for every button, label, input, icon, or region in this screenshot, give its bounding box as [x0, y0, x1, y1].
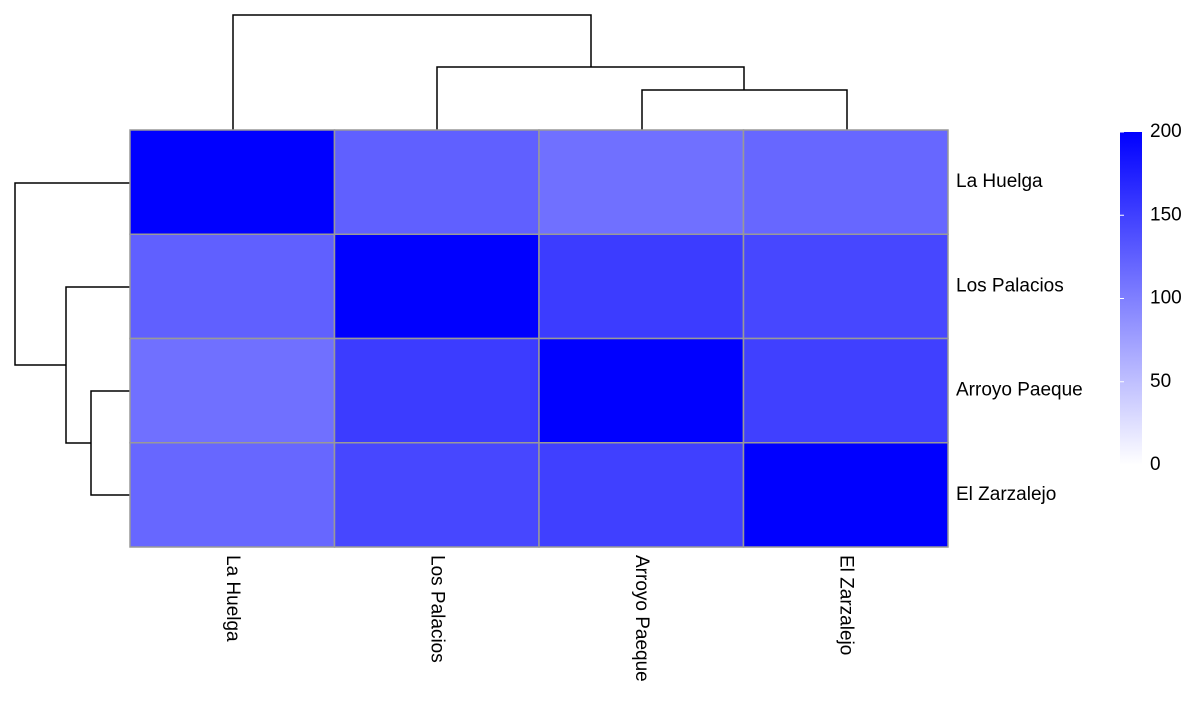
- row-label: La Huelga: [956, 171, 1043, 192]
- heatmap-cell: [129, 233, 336, 340]
- heatmap-cell: [538, 129, 745, 235]
- colorbar-tick-label: 150: [1150, 204, 1182, 225]
- column-label: Arroyo Paeque: [631, 555, 652, 682]
- heatmap-cell: [129, 442, 336, 548]
- row-label: Arroyo Paeque: [956, 380, 1083, 401]
- heatmap-cell: [742, 442, 949, 548]
- column-label: El Zarzalejo: [836, 555, 857, 655]
- colorbar: [1120, 132, 1142, 465]
- colorbar-tick-label: 100: [1150, 288, 1182, 309]
- heatmap-cell: [333, 129, 540, 235]
- heatmap-cell: [333, 337, 540, 444]
- column-label: La Huelga: [222, 555, 243, 642]
- row-label: El Zarzalejo: [956, 484, 1056, 505]
- colorbar-tick-label: 200: [1150, 121, 1182, 142]
- row-label: Los Palacios: [956, 275, 1064, 296]
- heatmap-cell: [538, 233, 745, 340]
- colorbar-tick-label: 0: [1150, 454, 1161, 475]
- heatmap-cell: [742, 129, 949, 235]
- heatmap-cell: [742, 337, 949, 444]
- colorbar-tick-label: 50: [1150, 371, 1171, 392]
- heatmap-cell: [129, 337, 336, 444]
- column-label: Los Palacios: [427, 555, 448, 663]
- column-dendrogram: [232, 14, 848, 130]
- heatmap-cell: [538, 442, 745, 548]
- heatmap-cell: [129, 129, 336, 235]
- heatmap-cell: [742, 233, 949, 340]
- heatmap-cell: [538, 337, 745, 444]
- heatmap-cell: [333, 233, 540, 340]
- heatmap-cell: [333, 442, 540, 548]
- row-dendrogram: [14, 182, 130, 496]
